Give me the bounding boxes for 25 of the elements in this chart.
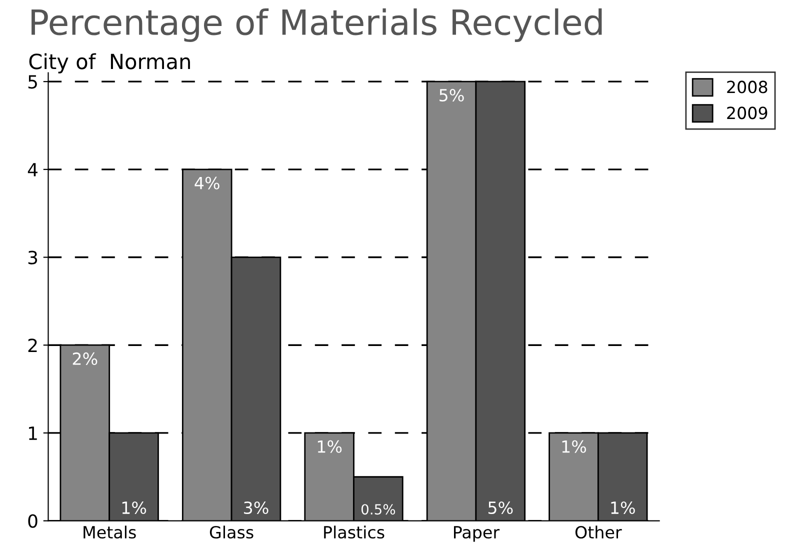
data-label: 2% <box>72 352 98 366</box>
x-tick-label: Paper <box>454 526 500 542</box>
data-label: 1% <box>611 501 635 514</box>
y-tick-label: 1 <box>29 426 37 440</box>
y-tick-label: 4 <box>28 163 38 176</box>
data-label: 4% <box>194 176 220 190</box>
data-label: 5% <box>440 88 464 102</box>
data-label: 3% <box>244 501 268 514</box>
legend-label: 2008 <box>727 80 768 94</box>
y-tick-label: 0 <box>28 514 38 528</box>
data-label: 1% <box>318 440 342 453</box>
data-label: 5% <box>488 501 513 514</box>
x-tick-label: Plastics <box>324 526 384 539</box>
y-tick-label: 5 <box>28 75 37 89</box>
y-tick-label: 3 <box>28 250 38 264</box>
x-tick-label: Glass <box>210 526 254 539</box>
data-label: 1% <box>562 440 586 453</box>
x-tick-label: Other <box>575 526 622 539</box>
legend-label: 2009 <box>727 106 768 120</box>
data-label: 0.5% <box>361 504 396 515</box>
x-tick-label: Metals <box>84 526 136 539</box>
data-label: 1% <box>122 501 146 514</box>
chart-title: Percentage of Materials Recycled <box>32 8 602 42</box>
chart-subtitle: City of Norman <box>29 53 190 74</box>
y-tick-label: 2 <box>28 338 37 352</box>
